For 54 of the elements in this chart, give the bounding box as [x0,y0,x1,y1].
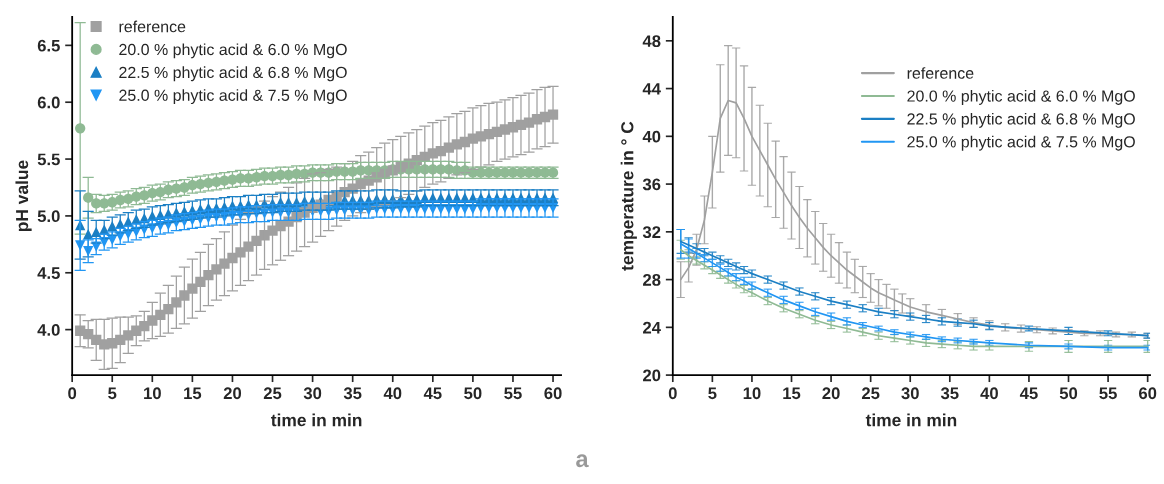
legend-label: 20.0 % phytic acid & 6.0 % MgO [907,90,1135,105]
x-tick-label: 30 [901,387,919,400]
x-tick-label: 0 [68,387,77,400]
x-tick-label: 60 [544,387,562,400]
x-tick-label: 50 [1059,387,1078,400]
x-tick-label: 20 [822,387,840,400]
y-axis-title: pH value [15,160,32,232]
x-tick-label: 40 [980,387,998,400]
y-tick-label: 4.5 [37,267,60,279]
x-tick-label: 25 [263,387,282,400]
legend-label: reference [907,67,974,79]
legend-label: 20.0 % phytic acid & 6.0 % MgO [119,43,347,59]
x-tick-label: 55 [504,387,522,400]
x-tick-label: 45 [423,387,442,400]
y-tick-label: 32 [642,226,661,239]
y-tick-label: 36 [642,178,661,191]
y-tick-label: 20 [643,369,661,382]
legend-label: 25.0 % phytic acid & 7.5 % MgO [907,135,1135,151]
x-tick-label: 0 [668,387,677,400]
x-axis-title: time in min [271,413,362,427]
x-tick-label: 60 [1139,387,1157,400]
y-tick-label: 4.0 [37,324,60,336]
x-tick-label: 5 [108,387,117,400]
point [179,290,190,301]
x-tick-label: 40 [383,387,402,400]
x-tick-label: 30 [303,387,322,400]
x-tick-label: 15 [184,387,202,400]
x-tick-label: 15 [783,387,801,400]
legend-label: 22.5 % phytic acid & 6.8 % MgO [119,66,347,82]
x-tick-label: 55 [1099,387,1117,400]
legend-label: reference [119,20,186,33]
x-tick-label: 5 [708,387,717,400]
x-tick-label: 25 [861,387,880,400]
x-tick-label: 20 [223,387,242,400]
y-tick-label: 48 [642,35,661,48]
legend-label: 25.0 % phytic acid & 7.5 % MgO [119,89,347,105]
x-tick-label: 50 [464,387,482,400]
x-axis-title: time in min [865,413,957,427]
y-tick-label: 6.0 [37,96,60,109]
y-tick-label: 6.5 [37,39,60,52]
x-tick-label: 35 [343,387,362,400]
y-tick-label: 40 [642,130,661,143]
y-tick-label: 28 [643,273,661,286]
y-tick-label: 5.0 [37,210,60,223]
y-tick-label: 5.5 [37,153,60,166]
legend-label: 22.5 % phytic acid & 6.8 % MgO [907,112,1135,128]
text: a [576,454,589,468]
y-tick-label: 44 [642,83,661,95]
x-tick-label: 45 [1019,387,1038,400]
x-tick-label: 10 [743,387,761,400]
y-axis-title: temperature in ° C [620,121,637,271]
y-tick-label: 24 [643,321,661,334]
x-tick-label: 10 [144,387,161,400]
x-tick-label: 35 [940,387,959,400]
